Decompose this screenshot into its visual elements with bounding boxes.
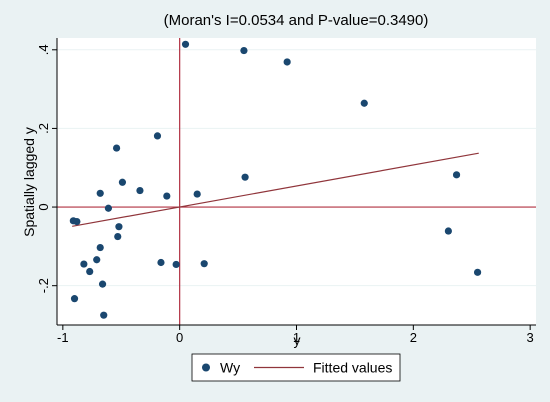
data-point: [96, 243, 104, 252]
y-tick-label: .2: [36, 123, 51, 134]
data-point: [452, 171, 461, 179]
data-point: [70, 295, 79, 303]
x-tick-label: 2: [410, 330, 417, 345]
y-tick-label: -.2: [36, 278, 51, 293]
axis-layer: -1 0 1 2 3 -.2 0 .2 .4: [36, 38, 536, 345]
x-tick-label: 1: [293, 330, 300, 345]
data-point: [93, 256, 101, 264]
data-point: [200, 260, 208, 268]
y-tick-label: 0: [36, 203, 51, 210]
data-point: [193, 190, 201, 198]
data-point: [86, 267, 94, 276]
x-tick-label: -1: [57, 330, 69, 345]
x-tick-label: 0: [176, 330, 183, 345]
data-point: [115, 223, 123, 231]
fitted-line-layer: [72, 152, 479, 227]
data-point: [163, 192, 171, 200]
data-point: [172, 260, 180, 269]
data-point: [241, 173, 249, 181]
legend-marker-wy: [202, 363, 210, 372]
data-point: [283, 58, 291, 66]
data-point: [96, 189, 104, 197]
fitted-line: [72, 152, 479, 227]
data-point: [80, 260, 88, 268]
data-point: [118, 178, 127, 186]
chart-title: (Moran's I=0.0534 and P-value=0.3490): [164, 12, 429, 29]
legend-label-wy: Wy: [220, 360, 240, 376]
data-point: [444, 227, 452, 235]
data-point: [473, 268, 482, 276]
data-point: [104, 204, 113, 212]
data-point: [181, 40, 190, 48]
grid-layer: [57, 49, 536, 287]
y-tick-label: .4: [36, 44, 51, 55]
reference-lines: [57, 38, 536, 325]
x-axis-label: y: [294, 332, 301, 348]
data-point: [73, 218, 81, 226]
data-point: [240, 46, 248, 55]
data-point: [100, 311, 108, 319]
legend-label-fitted: Fitted values: [313, 360, 392, 376]
legend: Wy Fitted values: [191, 353, 401, 382]
data-point: [112, 144, 121, 152]
data-point: [114, 232, 122, 241]
data-point: [157, 258, 165, 267]
y-axis-label: Spatially lagged y: [21, 127, 37, 237]
data-point: [360, 99, 368, 107]
point-layer: [69, 40, 482, 319]
plot-area: [57, 38, 536, 325]
data-point: [136, 186, 144, 195]
data-point: [153, 132, 162, 140]
data-point: [98, 280, 107, 288]
x-tick-label: 3: [527, 330, 534, 345]
